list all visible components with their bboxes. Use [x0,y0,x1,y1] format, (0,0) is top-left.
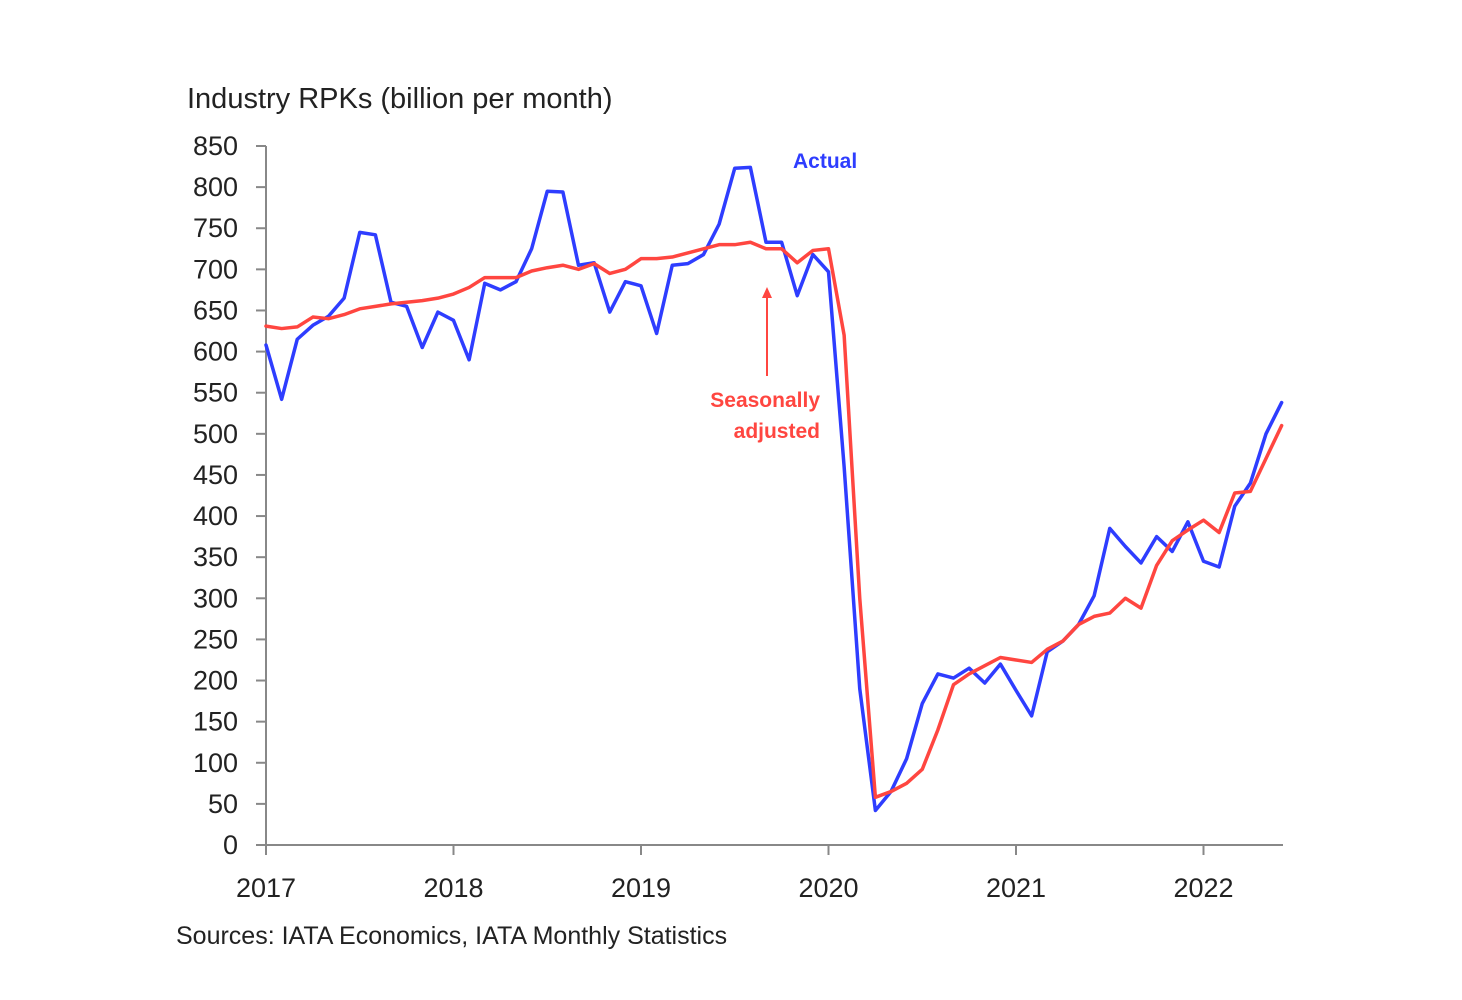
y-tick-label: 150 [193,707,238,737]
y-tick-label: 250 [193,624,238,654]
y-tick-label: 50 [208,789,238,819]
y-tick-label: 600 [193,337,238,367]
y-axis-ticks: 0 50 100 150 200 250 300 350 400 450 500 550 600 650 7… [193,131,266,860]
y-tick-label: 300 [193,583,238,613]
x-tick-label: 2017 [236,873,296,903]
y-tick-label: 550 [193,378,238,408]
seasonally-adjusted-arrow-head [762,287,772,298]
y-tick-label: 400 [193,501,238,531]
x-tick-label: 2022 [1173,873,1233,903]
y-tick-label: 700 [193,254,238,284]
y-tick-label: 100 [193,748,238,778]
series-line-seasonally-adjusted [264,240,1284,800]
y-tick-label: 850 [193,131,238,161]
source-note: Sources: IATA Economics, IATA Monthly St… [176,922,727,950]
y-tick-label: 200 [193,666,238,696]
y-tick-label: 0 [223,830,238,860]
seasonally-adjusted-label-line1: Seasonally [710,389,820,412]
series-layer [264,165,1284,813]
y-tick-label: 500 [193,419,238,449]
series-line-actual [264,165,1284,813]
y-tick-label: 750 [193,213,238,243]
chart-title: Industry RPKs (billion per month) [187,83,613,115]
x-tick-label: 2020 [798,873,858,903]
y-tick-label: 450 [193,460,238,490]
x-tick-label: 2021 [986,873,1046,903]
x-tick-label: 2019 [611,873,671,903]
x-axis-ticks: 2017 2018 2019 2020 2021 2022 [236,845,1234,903]
y-tick-label: 800 [193,172,238,202]
seasonally-adjusted-label-line2: adjusted [734,420,820,443]
y-tick-label: 350 [193,542,238,572]
actual-series-label: Actual [793,150,857,173]
x-tick-label: 2018 [423,873,483,903]
y-tick-label: 650 [193,295,238,325]
